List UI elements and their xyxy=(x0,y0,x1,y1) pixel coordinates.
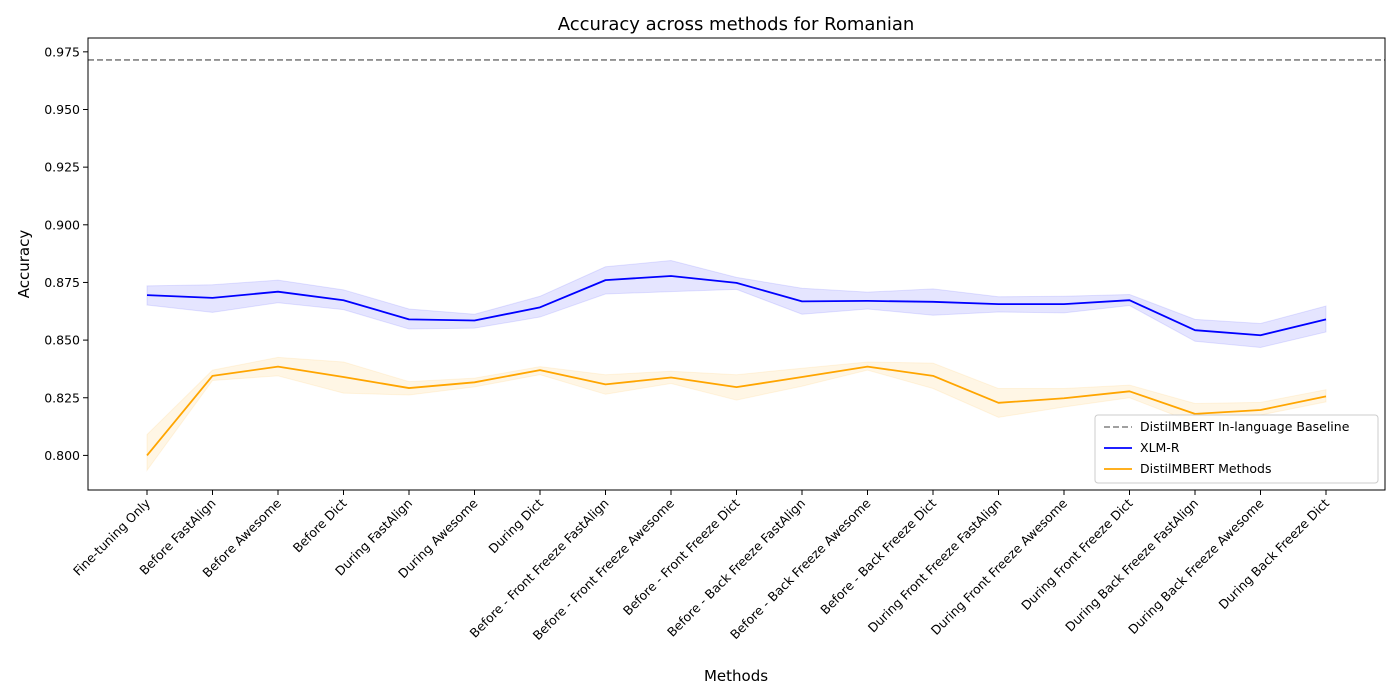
x-tick-label: During Dict xyxy=(485,495,546,556)
y-axis-title: Accuracy xyxy=(15,230,33,299)
x-tick-label: Before Dict xyxy=(290,495,350,555)
x-tick-label: During Front Freeze FastAlign xyxy=(865,496,1005,636)
y-tick-label: 0.925 xyxy=(44,160,80,175)
legend-label-xlm-r: XLM-R xyxy=(1140,440,1180,455)
y-axis: 0.800 0.825 0.850 0.875 0.900 0.925 0.950 0.975 xyxy=(44,44,88,463)
chart-title: Accuracy across methods for Romanian xyxy=(558,14,915,35)
band-xlm-r xyxy=(146,260,1327,348)
line-xlm-r xyxy=(146,275,1327,337)
y-tick-label: 0.950 xyxy=(44,102,80,117)
legend-label-distilmbert-methods: DistilMBERT Methods xyxy=(1140,461,1272,476)
x-tick-label: During Front Freeze Dict xyxy=(1018,495,1136,613)
x-tick-label: Before - Back Freeze FastAlign xyxy=(664,496,808,640)
legend-label-baseline: DistilMBERT In-language Baseline xyxy=(1140,419,1350,434)
x-tick-label: During Back Freeze Dict xyxy=(1215,495,1332,612)
x-tick-label: Before - Back Freeze Dict xyxy=(817,495,939,617)
y-tick-label: 0.900 xyxy=(44,217,80,232)
x-tick-label: During Back Freeze Awesome xyxy=(1125,495,1267,637)
series-lines xyxy=(146,275,1327,456)
x-axis-title: Methods xyxy=(704,667,768,685)
line-distilmbert-methods xyxy=(146,365,1327,456)
x-tick-label: During Front Freeze Awesome xyxy=(928,495,1071,638)
x-tick-label: Before - Front Freeze Dict xyxy=(620,495,743,618)
legend-box xyxy=(1094,414,1379,484)
x-tick-label: Before - Front Freeze Awesome xyxy=(530,495,678,643)
y-tick-label: 0.800 xyxy=(44,448,80,463)
y-tick-label: 0.875 xyxy=(44,275,80,290)
x-tick-label: Before - Back Freeze Awesome xyxy=(727,495,874,642)
x-tick-label: During Back Freeze FastAlign xyxy=(1062,496,1201,635)
y-tick-label: 0.975 xyxy=(44,44,80,59)
legend: DistilMBERT In-language Baseline XLM-R D… xyxy=(1094,414,1379,484)
y-tick-label: 0.825 xyxy=(44,390,80,405)
y-tick-label: 0.850 xyxy=(44,333,80,348)
x-tick-label: Before - Front Freeze FastAlign xyxy=(467,496,612,641)
